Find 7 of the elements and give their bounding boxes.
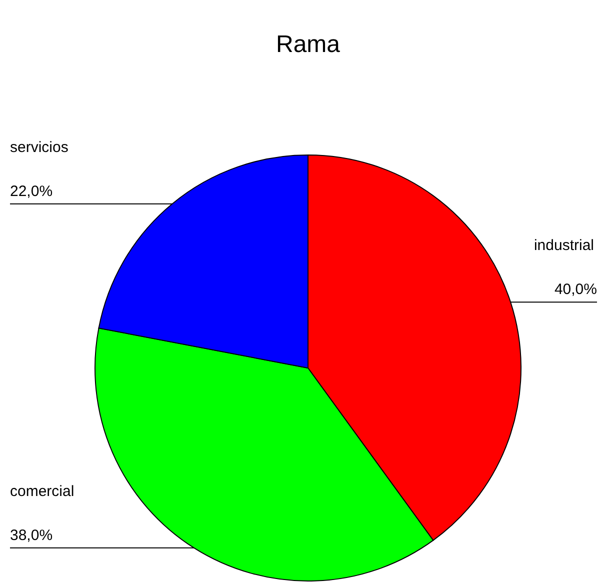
chart-title: Rama bbox=[276, 31, 341, 58]
slice-label: comercial bbox=[10, 482, 74, 500]
data-label: 38,0% bbox=[10, 526, 53, 544]
slice-label: servicios bbox=[10, 138, 68, 156]
data-label: 40,0% bbox=[554, 281, 597, 298]
slice-label: industrial bbox=[534, 237, 594, 254]
data-label: 22,0% bbox=[10, 182, 53, 200]
